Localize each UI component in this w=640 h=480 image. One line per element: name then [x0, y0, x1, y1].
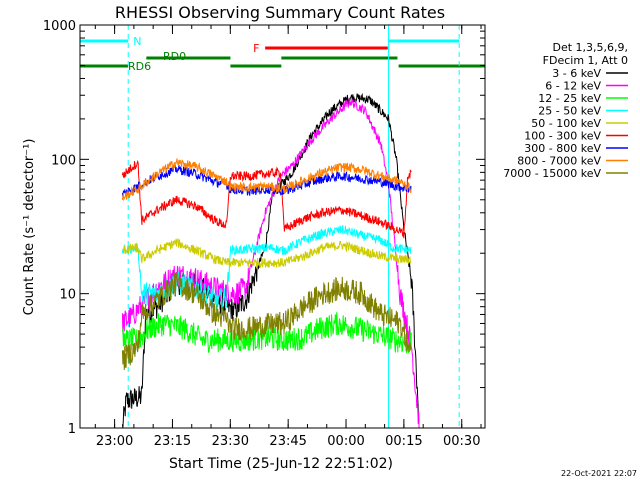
- f-label: F: [253, 42, 259, 55]
- legend-title-line: Det 1,3,5,6,9,: [552, 41, 628, 54]
- legend-entry-label: 300 - 800 keV: [524, 142, 601, 155]
- legend-entry-label: 800 - 7000 keV: [517, 155, 601, 168]
- axes: 1 10 100 1000 23:00 23:15 23:30 23:45 00:00 00:15…: [43, 19, 486, 449]
- series-layer: [121, 92, 420, 429]
- legend-entry-label: 50 - 100 keV: [531, 117, 601, 130]
- rd6-label: RD6: [128, 60, 151, 73]
- plot-frame: [79, 24, 486, 429]
- y-tick-label: 1: [68, 422, 76, 437]
- legend-entry-label: 12 - 25 keV: [538, 92, 601, 105]
- legend: Det 1,3,5,6,9,FDecim 1, Att 03 - 6 keV6 …: [503, 41, 628, 180]
- x-tick-label: 23:30: [212, 434, 249, 449]
- series-line: [121, 158, 412, 202]
- x-tick-label: 00:00: [327, 434, 364, 449]
- x-tick-label: 00:15: [385, 434, 422, 449]
- x-tick-label: 23:00: [96, 434, 133, 449]
- x-tick-label: 23:15: [154, 434, 191, 449]
- n-label: N: [133, 35, 141, 48]
- y-tick-label: 100: [51, 153, 76, 168]
- rd0-label: RD0: [163, 50, 186, 63]
- x-axis-label: Start Time (25-Jun-12 22:51:02): [169, 456, 393, 472]
- x-tick-label: 23:45: [269, 434, 306, 449]
- chart-title: RHESSI Observing Summary Count Rates: [115, 3, 445, 22]
- y-axis-label: Count Rate (s⁻¹ detector⁻¹): [22, 139, 37, 316]
- legend-entry-label: 3 - 6 keV: [552, 67, 601, 80]
- y-tick-label: 10: [59, 288, 76, 303]
- annotation-bars: N F RD0 RD6: [80, 25, 485, 428]
- legend-title-line: FDecim 1, Att 0: [543, 54, 628, 67]
- series-line: [121, 271, 412, 371]
- legend-entry-label: 7000 - 15000 keV: [503, 167, 601, 180]
- legend-entry-label: 6 - 12 keV: [545, 80, 601, 93]
- series-line: [121, 159, 412, 239]
- legend-entry-label: 100 - 300 keV: [524, 130, 601, 143]
- footer-timestamp: 22-Oct-2021 22:07: [561, 469, 637, 478]
- y-tick-label: 1000: [43, 19, 76, 34]
- series-line: [122, 238, 412, 270]
- legend-entry-label: 25 - 50 keV: [538, 105, 601, 118]
- x-tick-label: 00:30: [443, 434, 480, 449]
